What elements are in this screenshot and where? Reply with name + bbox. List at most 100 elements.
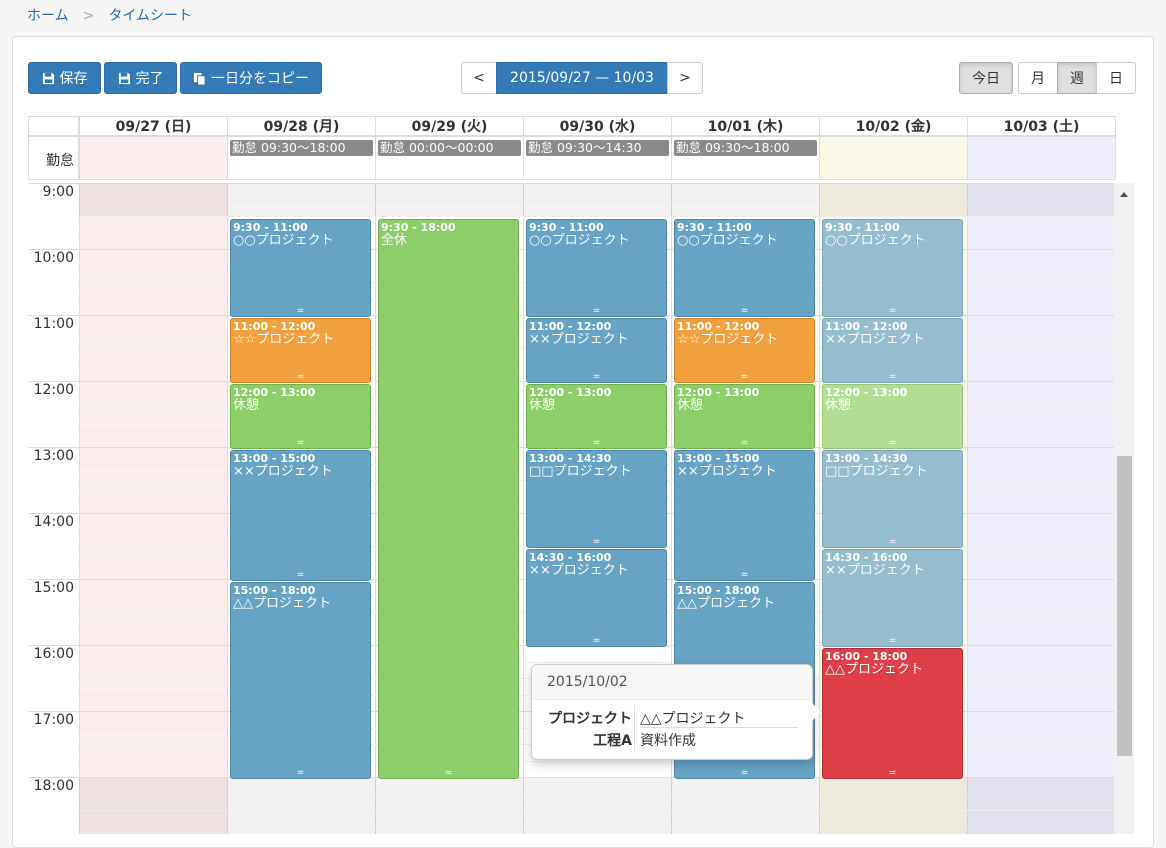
resize-handle-icon[interactable]: =: [592, 537, 601, 547]
view-month-button[interactable]: 月: [1018, 62, 1058, 94]
popover-project-value: △△プロジェクト: [640, 711, 746, 727]
calendar-event[interactable]: 11:00 - 12:00 ××プロジェクト =: [526, 318, 667, 383]
calendar-event[interactable]: 12:00 - 13:00 休憩 =: [230, 384, 371, 449]
calendar-event[interactable]: 9:30 - 11:00 ○○プロジェクト =: [526, 219, 667, 317]
date-range-button[interactable]: 2015/09/27 — 10/03: [496, 62, 668, 94]
day-header[interactable]: 09/28 (月): [227, 116, 376, 136]
calendar-event[interactable]: 14:30 - 16:00 ××プロジェクト =: [526, 549, 667, 647]
day-header[interactable]: 10/03 (土): [967, 116, 1116, 136]
breadcrumb-home-link[interactable]: ホーム: [27, 8, 69, 24]
view-week-button[interactable]: 週: [1057, 62, 1097, 94]
calendar-event[interactable]: 12:00 - 13:00 休憩 =: [674, 384, 815, 449]
resize-handle-icon[interactable]: =: [740, 570, 749, 580]
event-title: ××プロジェクト: [825, 332, 925, 347]
event-title: ○○プロジェクト: [677, 233, 778, 248]
resize-handle-icon[interactable]: =: [444, 768, 453, 778]
event-time: 11:00 - 12:00: [677, 320, 760, 333]
resize-handle-icon[interactable]: =: [592, 636, 601, 646]
calendar-event[interactable]: 13:00 - 14:30 □□プロジェクト =: [822, 450, 963, 548]
resize-handle-icon[interactable]: =: [296, 570, 305, 580]
allday-cell[interactable]: 勤怠 00:00〜00:00: [375, 136, 524, 180]
view-day-button[interactable]: 日: [1096, 62, 1136, 94]
event-title: ××プロジェクト: [677, 464, 777, 479]
popover-process-value: 資料作成: [640, 733, 696, 749]
chevron-left-icon: <: [473, 70, 485, 86]
attendance-bar[interactable]: 勤怠 09:30〜14:30: [526, 140, 669, 156]
day-column[interactable]: [967, 183, 1115, 834]
scroll-up-arrow-icon[interactable]: [1120, 192, 1128, 197]
attendance-bar[interactable]: 勤怠 09:30〜18:00: [674, 140, 817, 156]
resize-handle-icon[interactable]: =: [592, 306, 601, 316]
calendar-event[interactable]: 16:00 - 18:00 △△プロジェクト =: [822, 648, 963, 779]
resize-handle-icon[interactable]: =: [888, 537, 897, 547]
calendar-event[interactable]: 13:00 - 14:30 □□プロジェクト =: [526, 450, 667, 548]
calendar-event[interactable]: 13:00 - 15:00 ××プロジェクト =: [230, 450, 371, 581]
resize-handle-icon[interactable]: =: [592, 372, 601, 382]
resize-handle-icon[interactable]: =: [888, 372, 897, 382]
time-label: 16:00: [33, 646, 74, 662]
calendar-event[interactable]: 11:00 - 12:00 ☆☆プロジェクト =: [674, 318, 815, 383]
allday-cell[interactable]: 勤怠 09:30〜18:00: [671, 136, 820, 180]
resize-handle-icon[interactable]: =: [296, 438, 305, 448]
calendar-event[interactable]: 12:00 - 13:00 休憩 =: [526, 384, 667, 449]
today-button[interactable]: 今日: [959, 62, 1013, 94]
event-time: 13:00 - 14:30: [825, 452, 908, 465]
calendar-event[interactable]: 13:00 - 15:00 ××プロジェクト =: [674, 450, 815, 581]
resize-handle-icon[interactable]: =: [888, 438, 897, 448]
popover-divider: [634, 705, 635, 751]
copy-day-button[interactable]: 一日分をコピー: [180, 62, 322, 94]
prev-week-button[interactable]: <: [461, 62, 497, 94]
breadcrumb-current[interactable]: タイムシート: [108, 8, 193, 24]
resize-handle-icon[interactable]: =: [296, 372, 305, 382]
day-header[interactable]: 09/29 (火): [375, 116, 524, 136]
complete-button[interactable]: 完了: [104, 62, 177, 94]
resize-handle-icon[interactable]: =: [296, 306, 305, 316]
calendar-event[interactable]: 14:30 - 16:00 ××プロジェクト =: [822, 549, 963, 647]
calendar-event[interactable]: 12:00 - 13:00 休憩 =: [822, 384, 963, 449]
resize-handle-icon[interactable]: =: [296, 768, 305, 778]
event-time: 15:00 - 18:00: [233, 584, 316, 597]
allday-cell[interactable]: 勤怠 09:30〜18:00: [227, 136, 376, 180]
next-week-button[interactable]: >: [667, 62, 703, 94]
allday-cell[interactable]: [79, 136, 228, 180]
calendar-event[interactable]: 15:00 - 18:00 △△プロジェクト =: [230, 582, 371, 779]
calendar-event[interactable]: 11:00 - 12:00 ××プロジェクト =: [822, 318, 963, 383]
day-header[interactable]: 10/01 (木): [671, 116, 820, 136]
calendar-event[interactable]: 9:30 - 11:00 ○○プロジェクト =: [822, 219, 963, 317]
scrollbar[interactable]: [1114, 183, 1134, 834]
event-title: □□プロジェクト: [529, 464, 632, 479]
grid-line: [78, 199, 1114, 201]
resize-handle-icon[interactable]: =: [888, 768, 897, 778]
event-title: ☆☆プロジェクト: [233, 332, 335, 347]
attendance-bar[interactable]: 勤怠 09:30〜18:00: [230, 140, 373, 156]
event-title: ××プロジェクト: [529, 332, 629, 347]
calendar-event[interactable]: 9:30 - 11:00 ○○プロジェクト =: [674, 219, 815, 317]
resize-handle-icon[interactable]: =: [888, 636, 897, 646]
date-range-label: 2015/09/27 — 10/03: [510, 70, 654, 86]
allday-cell[interactable]: 勤怠 09:30〜14:30: [523, 136, 672, 180]
event-popover: 2015/10/02 プロジェクト △△プロジェクト 工程A 資料作成: [531, 664, 821, 760]
calendar-event[interactable]: 9:30 - 11:00 ○○プロジェクト =: [230, 219, 371, 317]
breadcrumb: ホーム > タイムシート: [27, 5, 192, 25]
resize-handle-icon[interactable]: =: [740, 372, 749, 382]
day-column[interactable]: [79, 183, 227, 834]
attendance-bar[interactable]: 勤怠 00:00〜00:00: [378, 140, 521, 156]
resize-handle-icon[interactable]: =: [740, 768, 749, 778]
scrollbar-thumb[interactable]: [1117, 456, 1132, 756]
event-title: ○○プロジェクト: [529, 233, 630, 248]
event-title: □□プロジェクト: [825, 464, 928, 479]
resize-handle-icon[interactable]: =: [888, 306, 897, 316]
event-time: 12:00 - 13:00: [825, 386, 908, 399]
calendar-event[interactable]: 9:30 - 18:00 全休 =: [378, 219, 519, 779]
calendar-event[interactable]: 11:00 - 12:00 ☆☆プロジェクト =: [230, 318, 371, 383]
day-header[interactable]: 09/30 (水): [523, 116, 672, 136]
save-button[interactable]: 保存: [28, 62, 101, 94]
allday-cell[interactable]: [819, 136, 968, 180]
time-label: 13:00: [33, 448, 74, 464]
resize-handle-icon[interactable]: =: [592, 438, 601, 448]
resize-handle-icon[interactable]: =: [740, 306, 749, 316]
resize-handle-icon[interactable]: =: [740, 438, 749, 448]
day-header[interactable]: 09/27 (日): [79, 116, 228, 136]
allday-cell[interactable]: [967, 136, 1116, 180]
day-header[interactable]: 10/02 (金): [819, 116, 968, 136]
